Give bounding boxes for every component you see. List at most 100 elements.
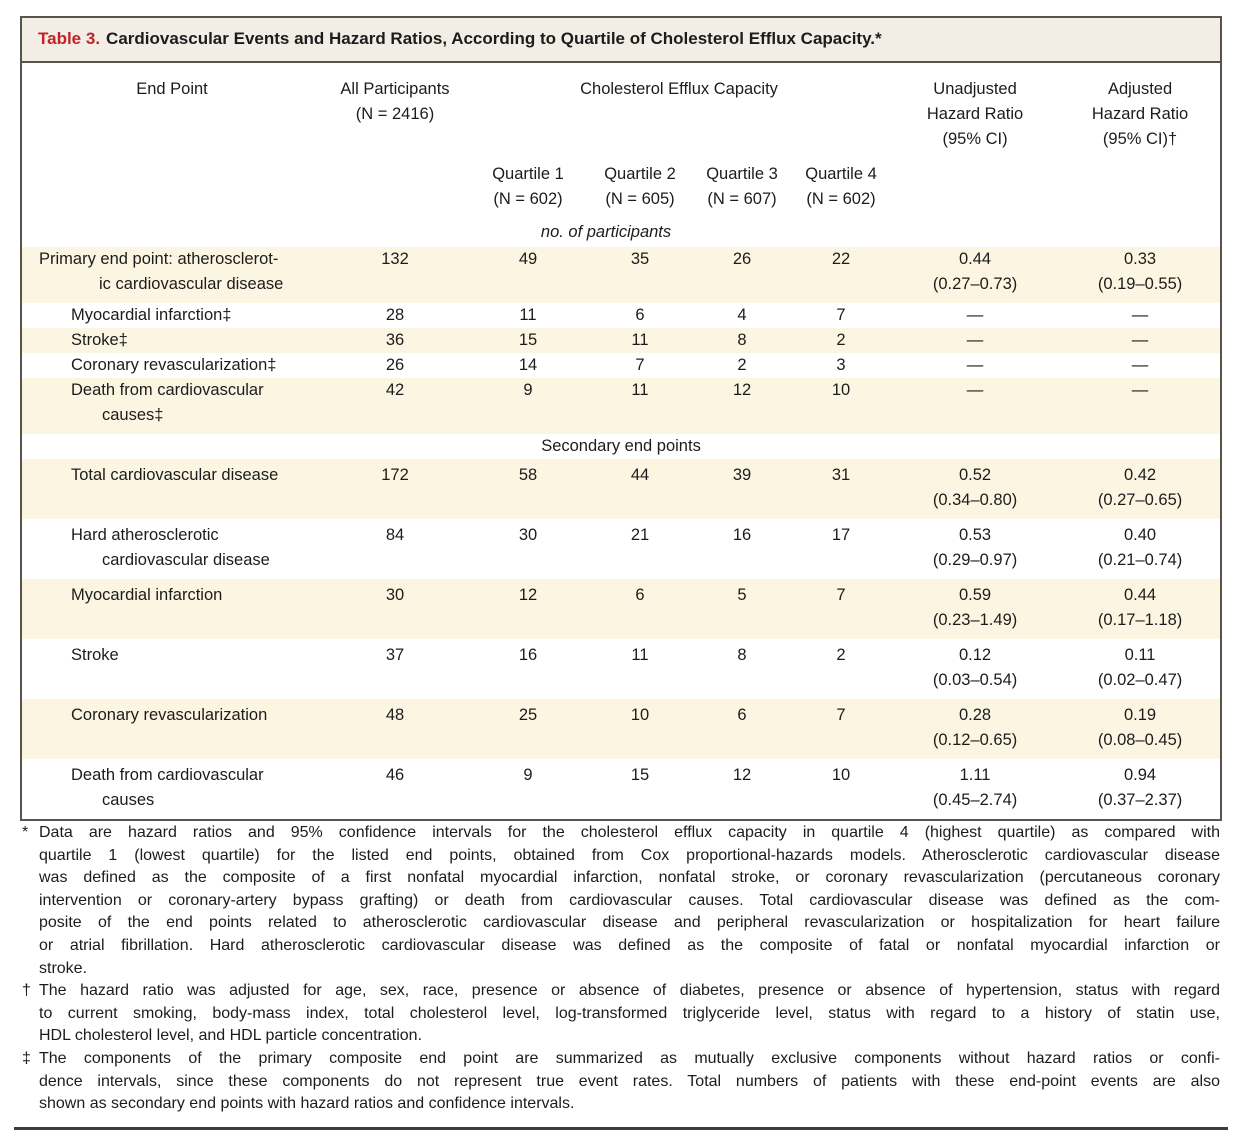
footnote-line: intervention or coronary-artery bypass g… <box>39 891 1220 909</box>
cell-quartile-4: 10 <box>831 381 851 399</box>
table-title-text: Cardiovascular Events and Hazard Ratios,… <box>106 29 882 48</box>
cell-all-participants: 30 <box>385 586 405 604</box>
cell-all-participants: 36 <box>385 331 405 349</box>
row-label: Total cardiovascular disease <box>71 466 279 484</box>
cell-quartile-1: 25 <box>518 706 538 724</box>
cell-all-participants: 46 <box>385 766 405 784</box>
table-row: Total cardiovascular disease 172 58 44 3… <box>22 459 1221 519</box>
cell-quartile-1: 49 <box>518 250 538 268</box>
cell-quartile-2: 6 <box>635 306 645 324</box>
footnote-marker: ‡ <box>22 1049 31 1067</box>
cell-all-participants: 42 <box>385 381 405 399</box>
cell-adjusted-hazard-ratio: 0.33 (0.19–0.55) <box>1097 250 1183 293</box>
cell-unadjusted-hazard-ratio: 0.44 (0.27–0.73) <box>932 250 1018 293</box>
header-spacer <box>22 156 322 216</box>
footnote-line: stroke. <box>39 959 88 977</box>
table-row: Myocardial infarction 30 12 6 5 7 0.59 (0… <box>22 579 1221 639</box>
cell-quartile-3: 5 <box>737 586 747 604</box>
cell-unadjusted-hazard-ratio: 0.12 (0.03–0.54) <box>932 646 1018 689</box>
units-note: no. of participants <box>540 223 672 241</box>
footnote-line: Data are hazard ratios and 95% confidenc… <box>39 824 1220 841</box>
units-spacer <box>890 216 1060 247</box>
section-header-row: Secondary end points <box>22 434 1220 459</box>
cell-adjusted-hazard-ratio: — <box>1131 306 1149 324</box>
cell-quartile-3: 8 <box>737 646 747 664</box>
cell-quartile-1: 12 <box>518 586 538 604</box>
cell-quartile-2: 21 <box>630 526 650 544</box>
cell-adjusted-hazard-ratio: 0.40 (0.21–0.74) <box>1097 526 1183 569</box>
cell-unadjusted-hazard-ratio: — <box>966 356 984 374</box>
table-title: Table 3. Cardiovascular Events and Hazard… <box>22 18 1220 63</box>
cell-adjusted-hazard-ratio: — <box>1131 356 1149 374</box>
row-label: Stroke <box>71 646 119 664</box>
table-number-label: Table 3. <box>38 29 101 48</box>
cell-quartile-4: 2 <box>836 646 846 664</box>
col-header-all-participants: All Participants (N = 2416) <box>340 80 450 123</box>
table-row: Stroke 37 16 11 8 2 0.12 (0.03–0.54) 0.11… <box>22 639 1220 699</box>
col-header-quartile-1: Quartile 1 (N = 602) <box>492 165 564 208</box>
cell-quartile-4: 22 <box>831 250 851 268</box>
cell-quartile-4: 31 <box>831 466 851 484</box>
cell-unadjusted-hazard-ratio: 0.59 (0.23–1.49) <box>932 586 1018 629</box>
cell-quartile-1: 9 <box>523 381 533 399</box>
row-label: Death from cardiovascular causes <box>71 766 264 809</box>
page-bottom-rule <box>14 1127 1228 1130</box>
col-header-end-point: End Point <box>136 80 208 98</box>
section-header-label: Secondary end points <box>541 437 701 455</box>
footnotes: * Data are hazard ratios and 95% confide… <box>22 822 1220 1116</box>
cell-quartile-1: 15 <box>518 331 538 349</box>
table-row: Hard atherosclerotic cardiovascular disea… <box>22 519 1220 579</box>
data-table: End Point All Participants (N = 2416) Ch… <box>22 63 1221 819</box>
cell-adjusted-hazard-ratio: 0.42 (0.27–0.65) <box>1097 466 1183 509</box>
header-row-main: End Point All Participants (N = 2416) Ch… <box>22 63 1220 156</box>
footnote-line: to current smoking, body-mass index, tot… <box>39 1004 1220 1022</box>
header-spacer <box>1060 156 1220 216</box>
table-row: Coronary revascularization 48 25 10 6 7 … <box>22 699 1221 759</box>
footnote-marker: * <box>22 824 29 841</box>
cell-quartile-1: 58 <box>518 466 538 484</box>
cell-quartile-3: 12 <box>732 766 752 784</box>
cell-quartile-4: 3 <box>836 356 846 374</box>
header-spacer <box>890 156 1060 216</box>
footnote-dagger: † The hazard ratio was adjusted for age,… <box>22 980 1220 1048</box>
cell-quartile-4: 10 <box>831 766 851 784</box>
row-label: Hard atherosclerotic cardiovascular disea… <box>71 526 270 569</box>
cell-quartile-4: 7 <box>836 706 846 724</box>
units-spacer <box>22 216 322 247</box>
cell-quartile-2: 7 <box>635 356 645 374</box>
footnote-line: dence intervals, since these components … <box>39 1072 1220 1090</box>
cell-quartile-3: 39 <box>732 466 752 484</box>
cell-quartile-4: 7 <box>836 586 846 604</box>
cell-quartile-2: 6 <box>635 586 645 604</box>
row-label: Coronary revascularization‡ <box>71 356 277 374</box>
footnote-line: The hazard ratio was adjusted for age, s… <box>39 982 1220 1000</box>
cell-quartile-2: 11 <box>631 331 649 349</box>
cell-unadjusted-hazard-ratio: — <box>966 331 984 349</box>
footnote-line: posite of the end points related to athe… <box>39 914 1220 932</box>
cell-adjusted-hazard-ratio: 0.19 (0.08–0.45) <box>1097 706 1183 749</box>
cell-quartile-3: 6 <box>737 706 747 724</box>
cell-quartile-2: 11 <box>631 646 649 664</box>
cell-unadjusted-hazard-ratio: — <box>966 381 984 399</box>
table-row: Myocardial infarction‡ 28 11 6 4 7 — — <box>22 303 1220 328</box>
cell-unadjusted-hazard-ratio: 0.53 (0.29–0.97) <box>932 526 1018 569</box>
row-label: Myocardial infarction <box>71 586 223 604</box>
cell-unadjusted-hazard-ratio: 0.28 (0.12–0.65) <box>932 706 1018 749</box>
footnote-double-dagger: ‡ The components of the primary composit… <box>22 1048 1220 1116</box>
cell-quartile-4: 2 <box>836 331 846 349</box>
row-label: Primary end point: atherosclerot-ic card… <box>39 250 284 293</box>
cell-quartile-3: 2 <box>737 356 747 374</box>
table-row: Stroke‡ 36 15 11 8 2 — — <box>22 328 1221 353</box>
cell-quartile-2: 35 <box>630 250 650 268</box>
row-label: Stroke‡ <box>71 331 128 349</box>
table-row: Death from cardiovascular causes 46 9 15 … <box>22 759 1220 819</box>
cell-unadjusted-hazard-ratio: 1.11 (0.45–2.74) <box>932 766 1018 809</box>
cell-quartile-2: 15 <box>630 766 650 784</box>
footnote-line: or atrial fibrillation. Hard atheroscler… <box>39 936 1220 954</box>
cell-quartile-3: 4 <box>737 306 747 324</box>
table-row: Primary end point: atherosclerot-ic card… <box>22 247 1221 303</box>
cell-unadjusted-hazard-ratio: — <box>966 306 984 324</box>
cell-all-participants: 132 <box>381 250 409 268</box>
col-header-unadjusted-hazard-ratio: Unadjusted Hazard Ratio (95% CI) <box>926 80 1024 148</box>
cell-quartile-3: 12 <box>732 381 752 399</box>
